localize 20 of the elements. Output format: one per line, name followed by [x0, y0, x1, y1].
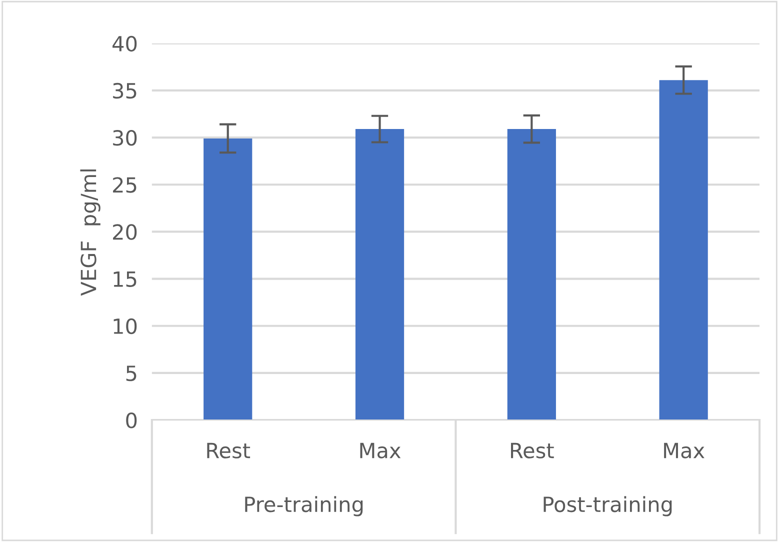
- x-tick-label: Max: [664, 442, 704, 458]
- y-tick-label: 30: [113, 130, 137, 146]
- y-tick-label: 5: [126, 366, 136, 382]
- y-axis-title: VEGF pg/ml: [80, 169, 100, 296]
- text: Pre-training: [245, 496, 363, 516]
- text: Post-training: [544, 496, 672, 516]
- bar: [507, 129, 556, 420]
- bar: [659, 80, 708, 420]
- y-tick-label: 15: [114, 272, 136, 288]
- y-tick-label: 25: [113, 177, 136, 193]
- y-tick-label: 20: [113, 224, 137, 240]
- x-tick-label: Rest: [511, 442, 554, 458]
- bar: [204, 138, 252, 420]
- x-tick-label: Rest: [207, 442, 250, 458]
- y-tick-label: 10: [114, 318, 137, 334]
- y-tick-label: 35: [113, 82, 136, 99]
- y-tick-label: 0: [126, 412, 137, 428]
- bar: [355, 129, 404, 420]
- x-tick-label: Max: [360, 442, 401, 458]
- y-tick-label: 40: [112, 36, 137, 52]
